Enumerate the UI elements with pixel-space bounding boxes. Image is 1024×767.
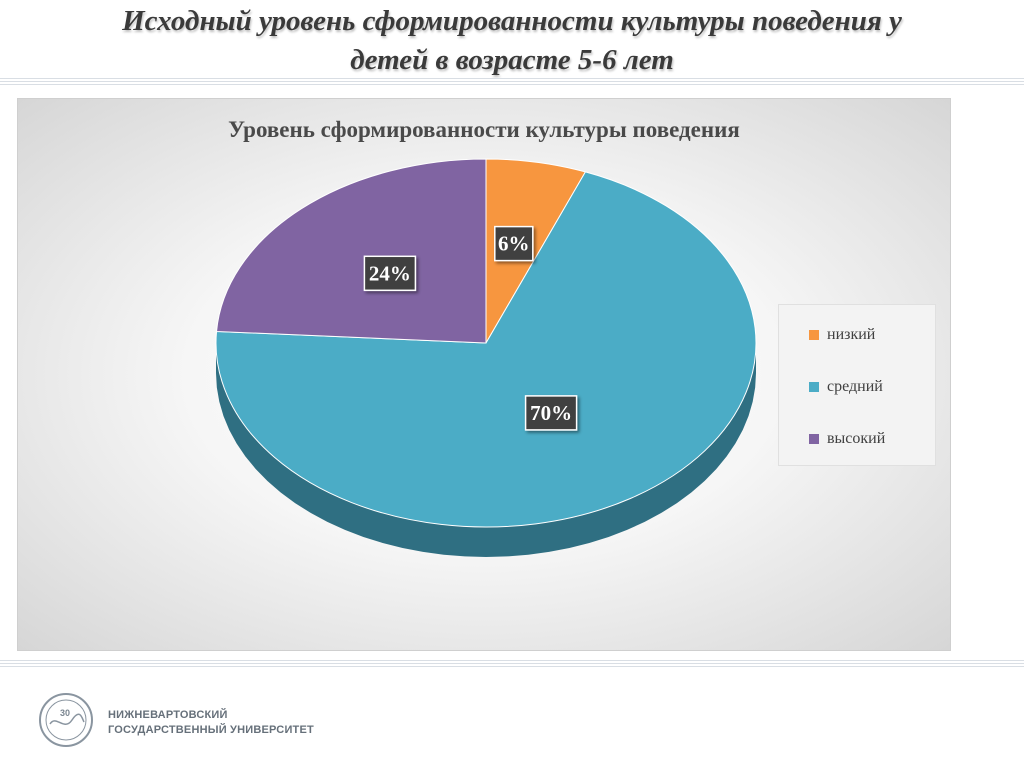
university-name-line-1: НИЖНЕВАРТОВСКИЙ [108,709,228,721]
legend-label-low: низкий [827,326,876,343]
legend-item-high: высокий [809,430,885,448]
data-label-low: 6% [494,225,534,262]
pie-chart: 6% 70% 24% [215,158,757,557]
data-label-high: 24% [363,255,417,292]
data-label-medium: 70% [524,395,578,431]
legend-swatch-medium [809,382,819,392]
pie-slice-medium [215,171,757,528]
data-label-text-high: 24% [369,261,411,285]
legend-label-medium: средний [827,378,883,395]
chart-title: Уровень сформированности культуры поведе… [228,117,740,142]
pie-side-walls [216,343,756,557]
university-name: НИЖНЕВАРТОВСКИЙ ГОСУДАРСТВЕННЫЙ УНИВЕРСИ… [108,708,314,738]
data-label-box-low [494,225,534,262]
pie-side-medium [216,343,756,557]
header-divider [0,78,1024,86]
legend-swatch-low [809,330,819,340]
slide-title: Исходный уровень сформированности культу… [0,2,1024,80]
legend-swatch-high [809,434,819,444]
chart-legend: низкий средний высокий [778,304,936,466]
footer-divider [0,660,1024,668]
slide-title-line-2: детей в возрасте 5-6 лет [350,44,674,76]
logo-number: 30 [60,708,70,718]
chart-panel: Уровень сформированности культуры поведе… [17,98,951,651]
university-name-line-2: ГОСУДАРСТВЕННЫЙ УНИВЕРСИТЕТ [108,724,314,736]
legend-label-high: высокий [827,430,886,447]
data-label-text-medium: 70% [530,401,572,425]
data-label-text-low: 6% [498,232,530,256]
pie-slice-high [215,158,487,344]
data-label-box-high [363,255,417,292]
university-logo-icon: 30 [39,693,93,747]
slide-title-line-1: Исходный уровень сформированности культу… [122,5,902,37]
legend-item-medium: средний [809,378,883,396]
data-label-box-medium [524,395,578,431]
legend-item-low: низкий [809,326,875,344]
